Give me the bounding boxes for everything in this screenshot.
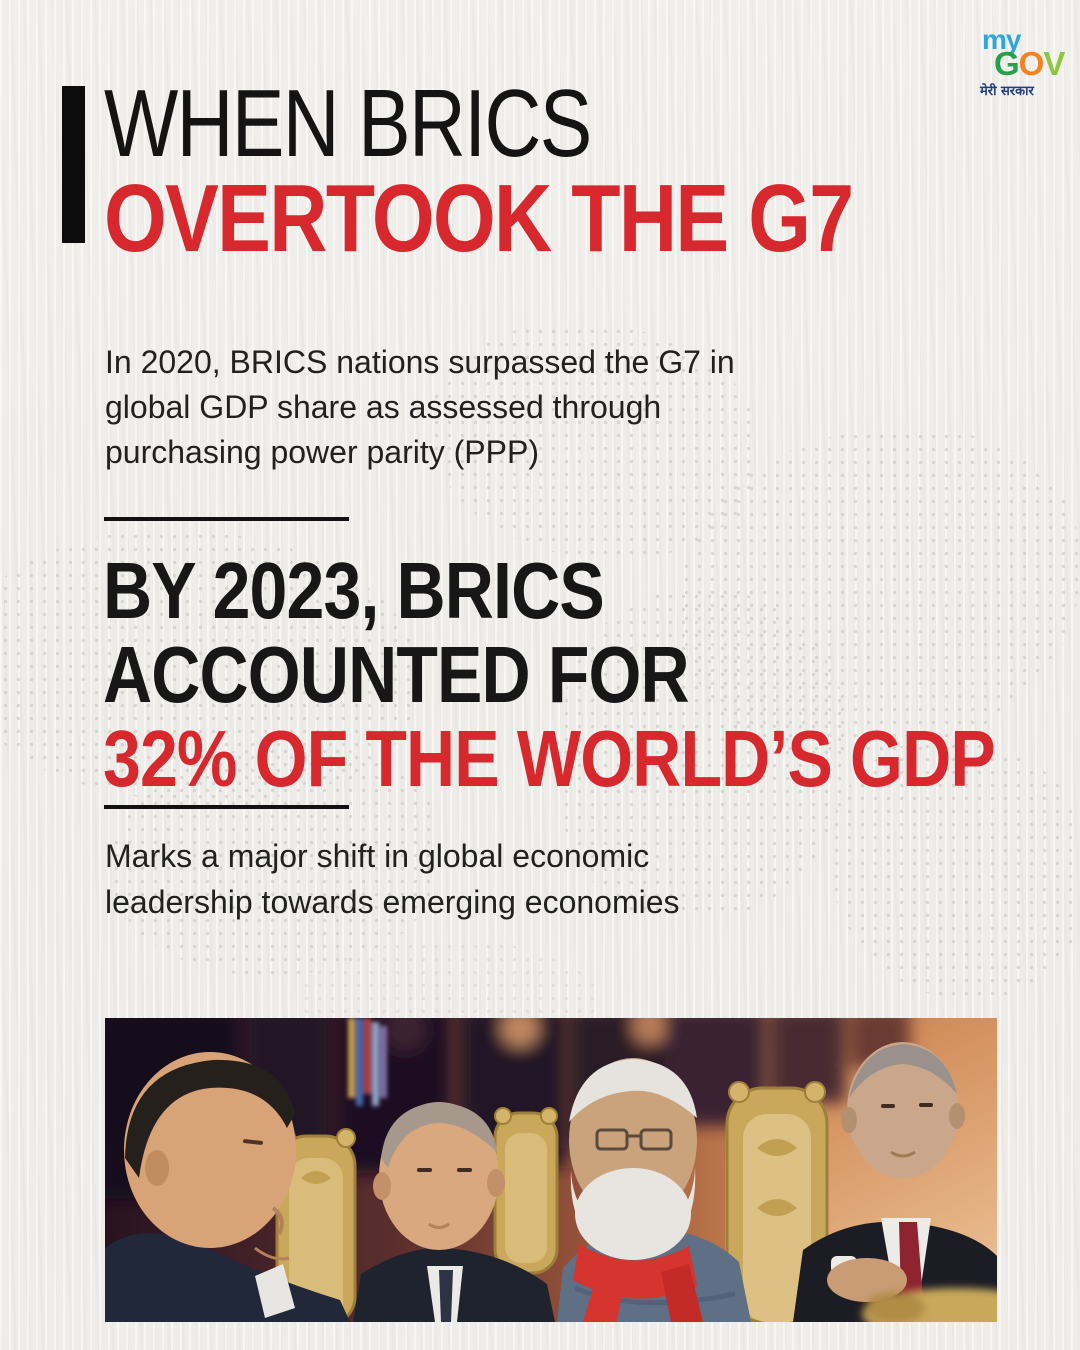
mygov-logo: my GOV मेरी सरकार (968, 24, 1065, 99)
dot-map-patch (560, 590, 850, 920)
outro-line-1: Marks a major shift in global economic (105, 838, 650, 874)
medal-ribbons (348, 1018, 387, 1106)
intro-line-2: global GDP share as assessed through (105, 389, 662, 425)
stat-line-3: 32% OF THE WORLD’S GDP (103, 714, 996, 803)
summit-photo-art (105, 1018, 997, 1322)
gold-armrest (862, 1288, 997, 1322)
logo-letter-v: V (1043, 45, 1065, 82)
dot-map-patch (830, 740, 1080, 1000)
intro-line-3: purchasing power parity (PPP) (105, 434, 539, 470)
title-line-2: OVERTOOK THE G7 (104, 165, 854, 272)
logo-gov-text: GOV (994, 45, 1065, 82)
outro-paragraph: Marks a major shift in global economic l… (105, 833, 680, 925)
leader-xi (105, 1052, 350, 1322)
logo-my-text: my (982, 24, 1021, 55)
dot-map-patch (110, 745, 440, 975)
section-divider-1 (104, 517, 349, 521)
section-divider-2 (104, 805, 349, 809)
title-accent-bar (62, 86, 85, 243)
logo-tagline: मेरी सरकार (980, 84, 1034, 99)
gold-chair (493, 1107, 559, 1275)
intro-line-1: In 2020, BRICS nations surpassed the G7 … (105, 344, 735, 380)
page-title: WHEN BRICS OVERTOOK THE G7 (104, 70, 995, 272)
leader-modi (557, 1058, 751, 1322)
stat-line-1: BY 2023, BRICS (103, 546, 605, 635)
logo-letter-g: G (994, 45, 1020, 82)
leader-putin (353, 1102, 555, 1322)
summit-photo (105, 1018, 997, 1322)
stat-heading: BY 2023, BRICS ACCOUNTED FOR 32% OF THE … (103, 549, 1080, 801)
title-line-1: WHEN BRICS (104, 70, 592, 177)
stat-line-2: ACCOUNTED FOR (103, 630, 690, 719)
outro-line-2: leadership towards emerging economies (105, 884, 680, 920)
intro-paragraph: In 2020, BRICS nations surpassed the G7 … (105, 340, 735, 475)
logo-letter-o: O (1018, 45, 1045, 82)
